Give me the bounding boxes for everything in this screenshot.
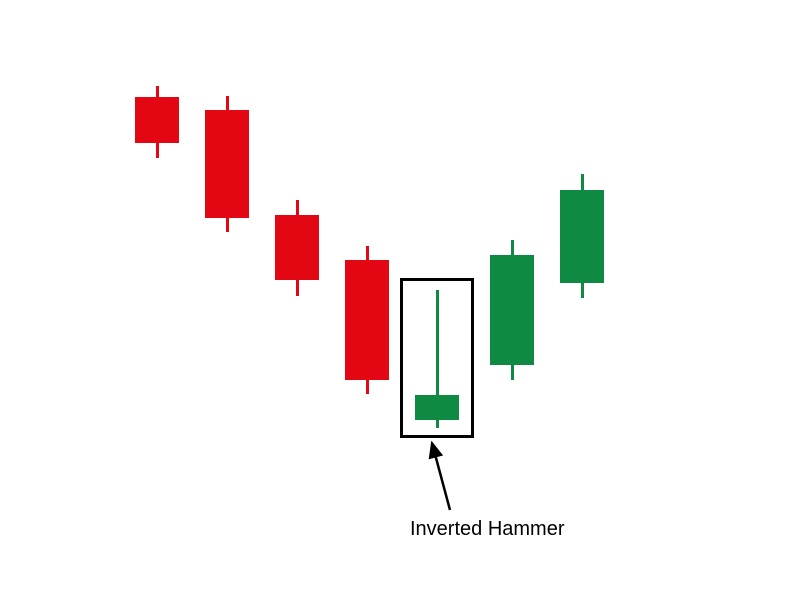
candlestick-chart: Inverted Hammer: [0, 0, 800, 600]
annotation-arrow: [0, 0, 800, 600]
annotation-label: Inverted Hammer: [410, 518, 565, 541]
